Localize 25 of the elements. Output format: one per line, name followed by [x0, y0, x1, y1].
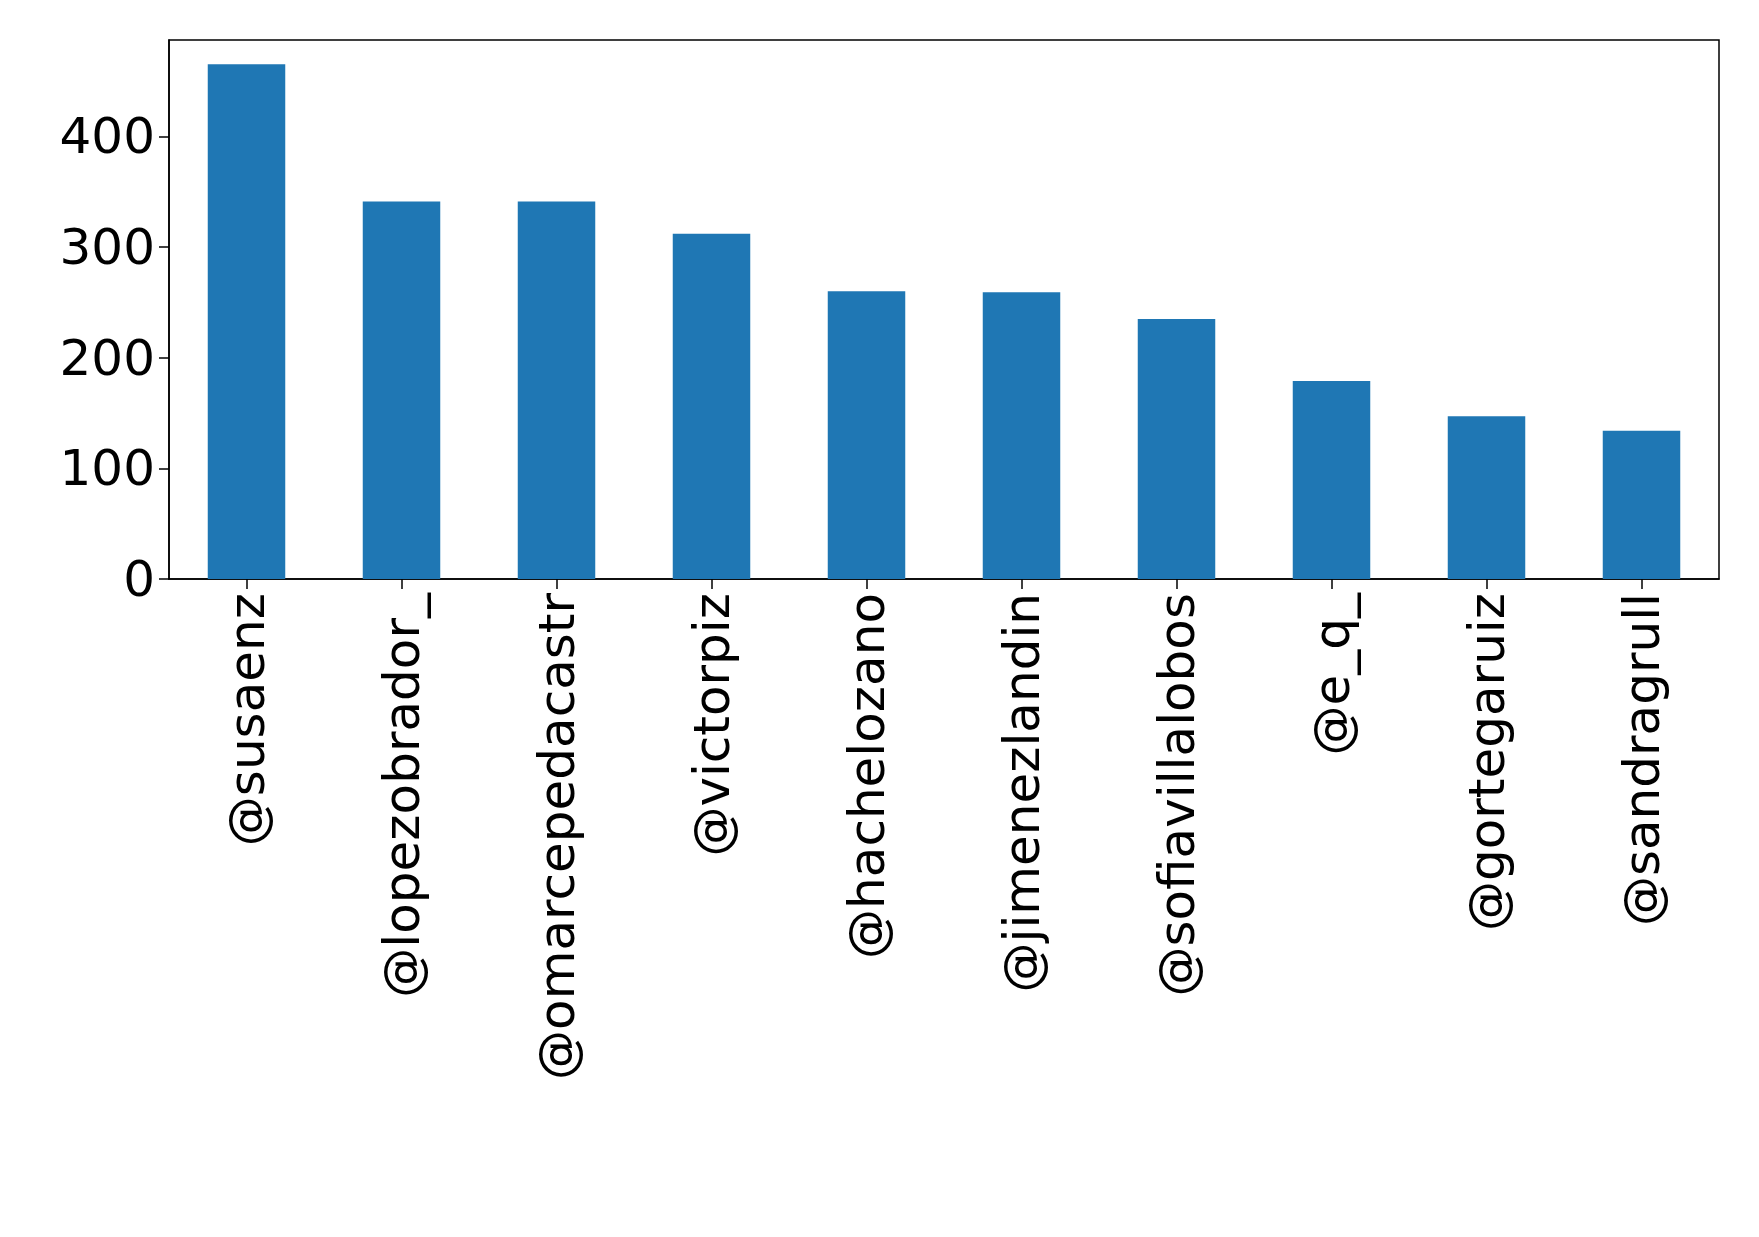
bar: [362, 201, 441, 579]
y-tick-label: 400: [59, 107, 155, 166]
x-tick-label: @lopezobrador_: [372, 592, 431, 998]
bar: [672, 233, 751, 579]
y-tick-label: 0: [123, 550, 155, 608]
bar: [1292, 380, 1371, 579]
x-tick-label: @gortegaruiz: [1457, 593, 1516, 932]
bar: [1137, 318, 1216, 579]
x-tick-label: @victorpiz: [682, 593, 741, 857]
x-tick-label: @sandragrull: [1612, 593, 1671, 927]
bar: [982, 292, 1061, 579]
bar: [827, 291, 906, 579]
x-tick-label: @e_q_: [1302, 592, 1361, 756]
x-tick-label: @jimenezlandin: [992, 593, 1051, 993]
bar: [1447, 416, 1526, 579]
y-tick-label: 300: [59, 217, 155, 276]
x-tick-label: @omarcepedacastr: [527, 592, 586, 1080]
y-tick-label: 100: [59, 439, 155, 498]
bar: [1602, 430, 1681, 579]
bar: [207, 64, 286, 579]
x-tick-label: @susaenz: [217, 593, 276, 847]
x-tick-label: @sofiavillalobos: [1147, 593, 1206, 997]
y-tick-label: 200: [59, 328, 155, 387]
bar: [517, 201, 596, 579]
x-tick-label: @hachelozano: [837, 593, 896, 959]
